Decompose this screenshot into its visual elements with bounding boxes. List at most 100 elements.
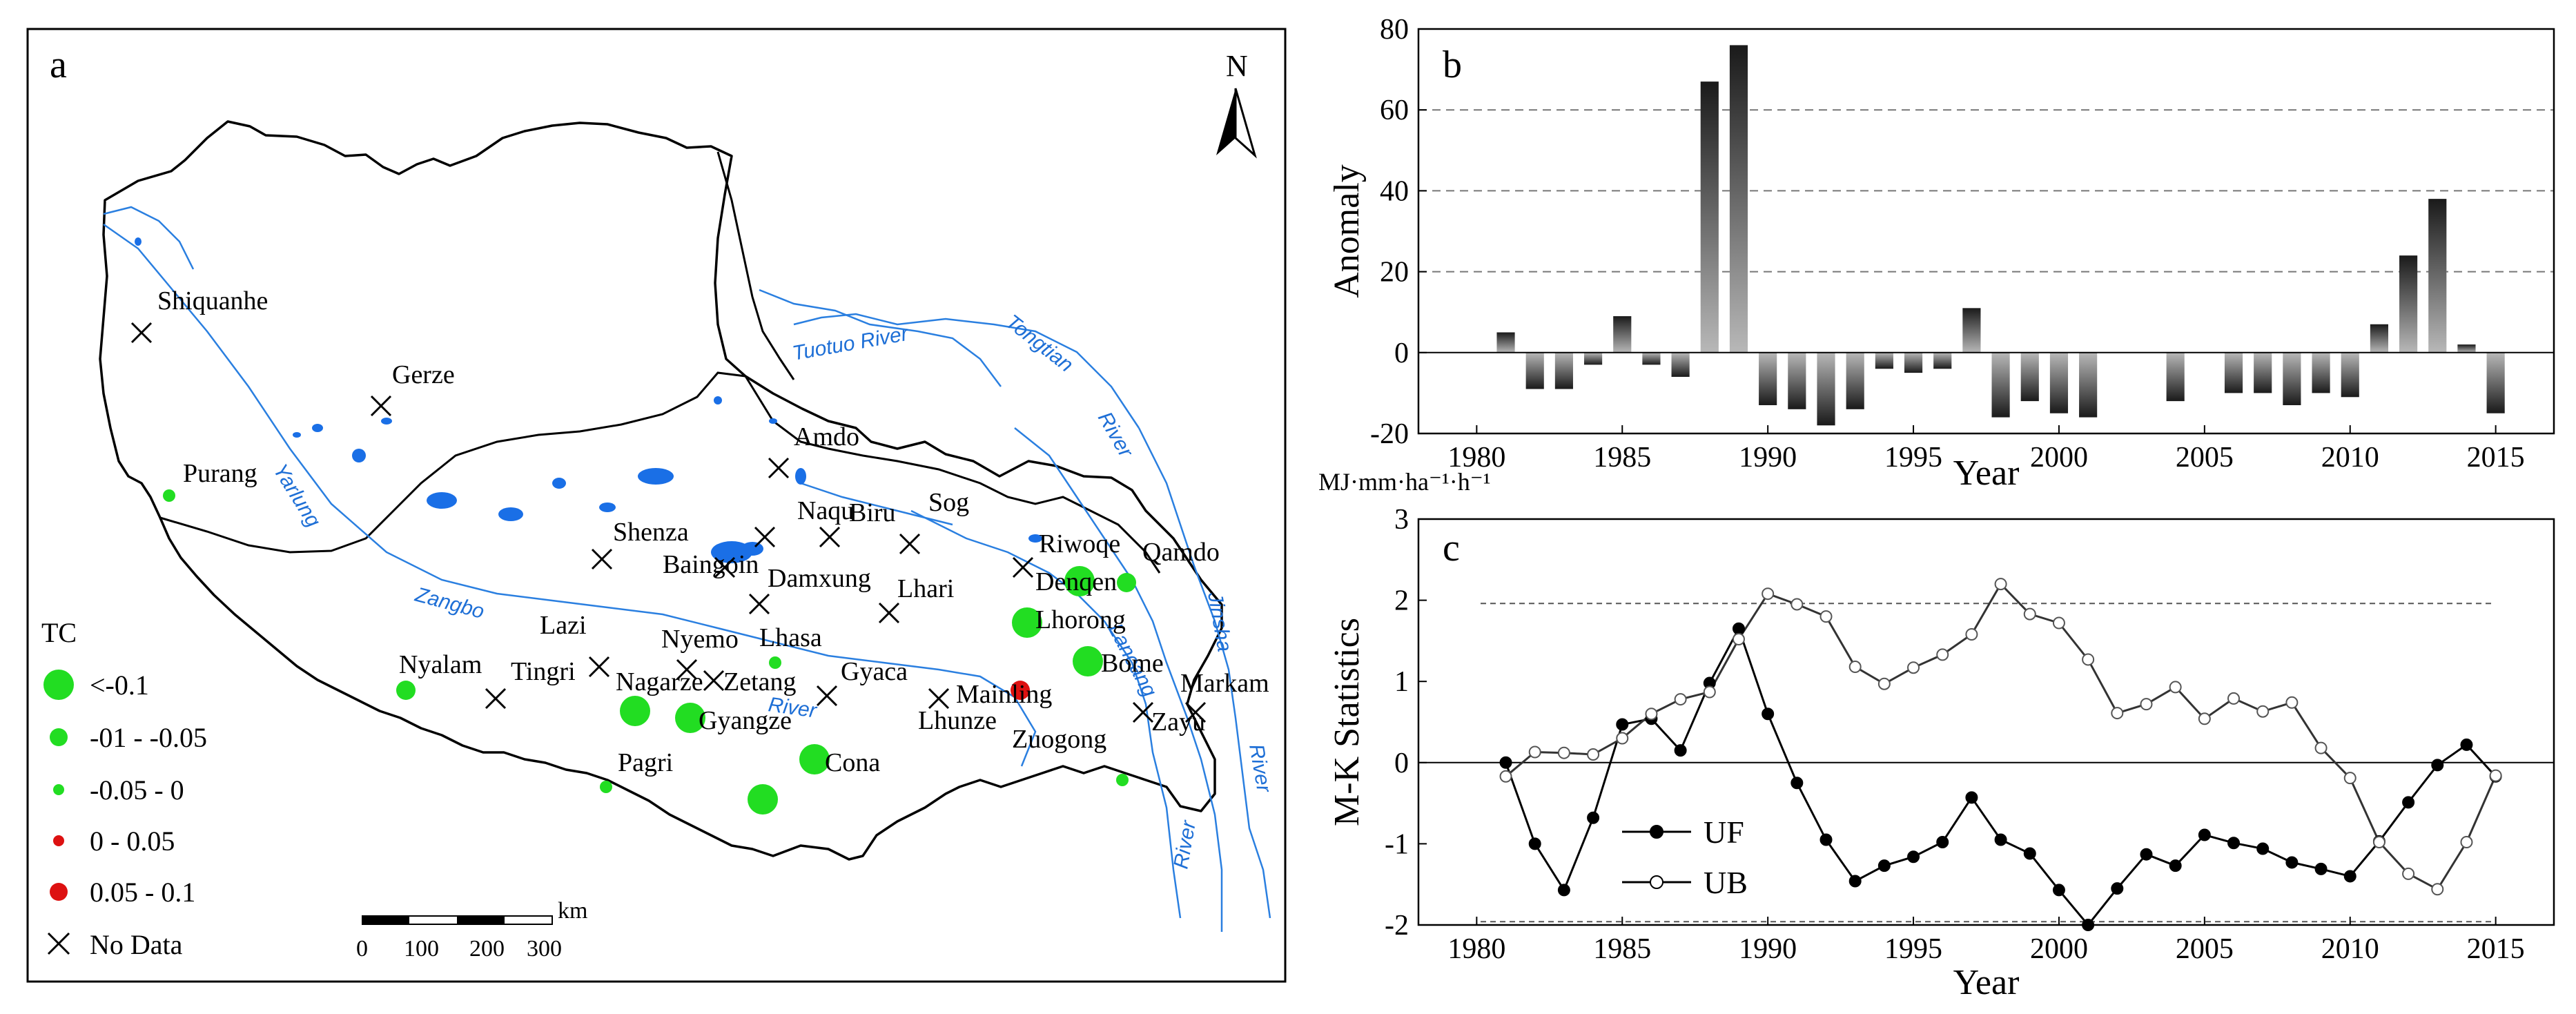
b-x-axis-label: Year <box>1953 454 2020 493</box>
b-bar-2013 <box>2428 199 2447 353</box>
legend-title: TC <box>41 617 77 648</box>
c-x-tick-label: 2015 <box>2467 933 2525 965</box>
station-marker-lhunze-cross-icon <box>928 688 950 710</box>
station-label-zayu: Zayu <box>1151 708 1205 737</box>
c-point-uf-1987 <box>1674 744 1687 757</box>
b-bar-1984 <box>1584 352 1603 365</box>
legend-symbol-red-medium-icon <box>50 883 68 901</box>
c-point-uf-2007 <box>2256 842 2270 855</box>
panel-c-line-chart: c 1980 1985 1990 1995 2000 2005 2010 2015-2-101… <box>1327 504 2555 1002</box>
panel-a-label: a <box>50 43 67 86</box>
station-marker-zetang-cross-icon <box>703 670 725 692</box>
b-bars <box>1496 45 2505 426</box>
b-bar-1988 <box>1700 81 1719 353</box>
station-label-amdo: Amdo <box>794 422 859 451</box>
b-x-tick-label: 2015 <box>2467 442 2525 474</box>
c-point-ub-1997 <box>1965 627 1978 641</box>
c-point-ub-2013 <box>2431 883 2444 896</box>
c-y-axis-label: M-K Statistics <box>1327 618 1367 826</box>
tuotuo-river <box>759 289 1002 387</box>
b-bar-2015 <box>2486 352 2505 413</box>
c-point-ub-1994 <box>1877 677 1891 690</box>
station-marker-amdo-cross-icon <box>768 457 790 479</box>
c-point-ub-2001 <box>2082 653 2095 666</box>
map-legend: TC <-0.1 -01 - -0.05 -0.05 - 0 0 - 0.05 … <box>41 617 207 960</box>
b-bar-2010 <box>2341 352 2359 398</box>
station-label-lhari: Lhari <box>897 574 954 603</box>
b-bar-1985 <box>1613 316 1632 353</box>
c-point-uf-1989 <box>1732 622 1745 635</box>
b-unit-label: MJ·mm·ha⁻¹·h⁻¹ <box>1318 468 1491 496</box>
station-label-baingoin: Baingoin <box>663 550 759 579</box>
c-point-uf-2012 <box>2402 796 2415 809</box>
station-marker-naqu-cross-icon <box>754 526 776 548</box>
b-x-tick-label: 1985 <box>1593 442 1651 474</box>
c-point-uf-1985 <box>1616 718 1629 731</box>
b-x-tick-label: 1980 <box>1447 442 1505 474</box>
station-marker-gyaca-cross-icon <box>816 685 838 707</box>
c-point-ub-1983 <box>1557 746 1570 759</box>
c-point-uf-2002 <box>2111 882 2124 895</box>
c-y-tick-label: 3 <box>1394 504 1409 536</box>
c-ticks: 1980 1985 1990 1995 2000 2005 2010 2015 -2 -1 0 1 2 3 <box>1385 504 2525 965</box>
panel-b-bar-chart: b 1980 1985 1990 1995 2000 2005 2010 2015 -20 0 20… <box>1318 14 2555 496</box>
c-legend-ub-label: UB <box>1704 865 1748 900</box>
station-marker-mainling <box>1011 681 1030 700</box>
legend-label-5: No Data <box>90 929 183 960</box>
station-marker-shenza-cross-icon <box>591 548 613 570</box>
station-label-zuogong: Zuogong <box>1012 725 1106 754</box>
b-bar-1987 <box>1671 352 1690 377</box>
station-label-purang: Purang <box>183 459 257 488</box>
legend-label-0: <-0.1 <box>90 670 149 701</box>
station-marker-gerze-cross-icon <box>370 395 392 417</box>
c-legend: UF UB <box>1622 815 1748 900</box>
b-bar-1995 <box>1904 352 1923 373</box>
c-point-ub-2005 <box>2198 712 2211 725</box>
c-point-ub-1996 <box>1936 648 1949 661</box>
c-point-ub-1999 <box>2023 607 2036 621</box>
b-y-tick-label: 80 <box>1380 14 1409 46</box>
c-point-ub-2014 <box>2460 836 2473 849</box>
station-label-lhunze: Lhunze <box>918 706 997 735</box>
station-label-gyaca: Gyaca <box>841 657 908 686</box>
legend-symbol-red-small-icon <box>53 835 64 846</box>
b-y-tick-label: -20 <box>1370 418 1409 450</box>
station-label-lhorong: Lhorong <box>1035 605 1126 634</box>
station-label-gyangze: Gyangze <box>699 706 792 735</box>
lancang-river <box>1014 427 1223 932</box>
station-marker-bome <box>1073 646 1103 676</box>
b-y-tick-label: 60 <box>1380 95 1409 126</box>
station-label-lhasa: Lhasa <box>759 623 822 652</box>
c-point-uf-1992 <box>1819 833 1833 846</box>
legend-label-4: 0.05 - 0.1 <box>90 877 195 908</box>
c-series-points <box>1499 578 2502 931</box>
c-point-ub-1984 <box>1587 748 1600 761</box>
station-marker-lazi-cross-icon <box>588 656 610 678</box>
c-point-uf-1991 <box>1790 777 1804 790</box>
b-x-tick-label: 1995 <box>1884 442 1942 474</box>
station-marker-lhari-cross-icon <box>878 602 900 624</box>
station-label-cona: Cona <box>825 748 880 777</box>
legend-label-1: -01 - -0.05 <box>90 722 207 753</box>
c-y-tick-label: 2 <box>1394 585 1409 617</box>
b-bar-1998 <box>1991 352 2010 418</box>
c-point-uf-2003 <box>2140 848 2153 861</box>
interior-boundary <box>716 151 795 380</box>
c-point-ub-1982 <box>1528 745 1541 759</box>
plateau-boundary <box>99 120 1223 861</box>
b-bar-1983 <box>1554 352 1573 389</box>
c-point-ub-2004 <box>2169 681 2182 694</box>
c-point-uf-1996 <box>1936 836 1949 849</box>
station-label-shenza: Shenza <box>613 518 689 547</box>
legend-symbol-circle-small-icon <box>53 784 64 795</box>
station-label-bome: Bome <box>1101 649 1164 678</box>
station-marker-cona <box>799 744 830 774</box>
b-bar-2008 <box>2283 352 2301 405</box>
c-point-uf-1981 <box>1499 756 1512 769</box>
c-point-uf-2014 <box>2460 738 2473 751</box>
b-y-tick-label: 0 <box>1394 338 1409 369</box>
c-point-ub-1989 <box>1732 633 1745 646</box>
b-bar-2007 <box>2254 352 2272 393</box>
station-marker-pagri <box>600 781 612 793</box>
